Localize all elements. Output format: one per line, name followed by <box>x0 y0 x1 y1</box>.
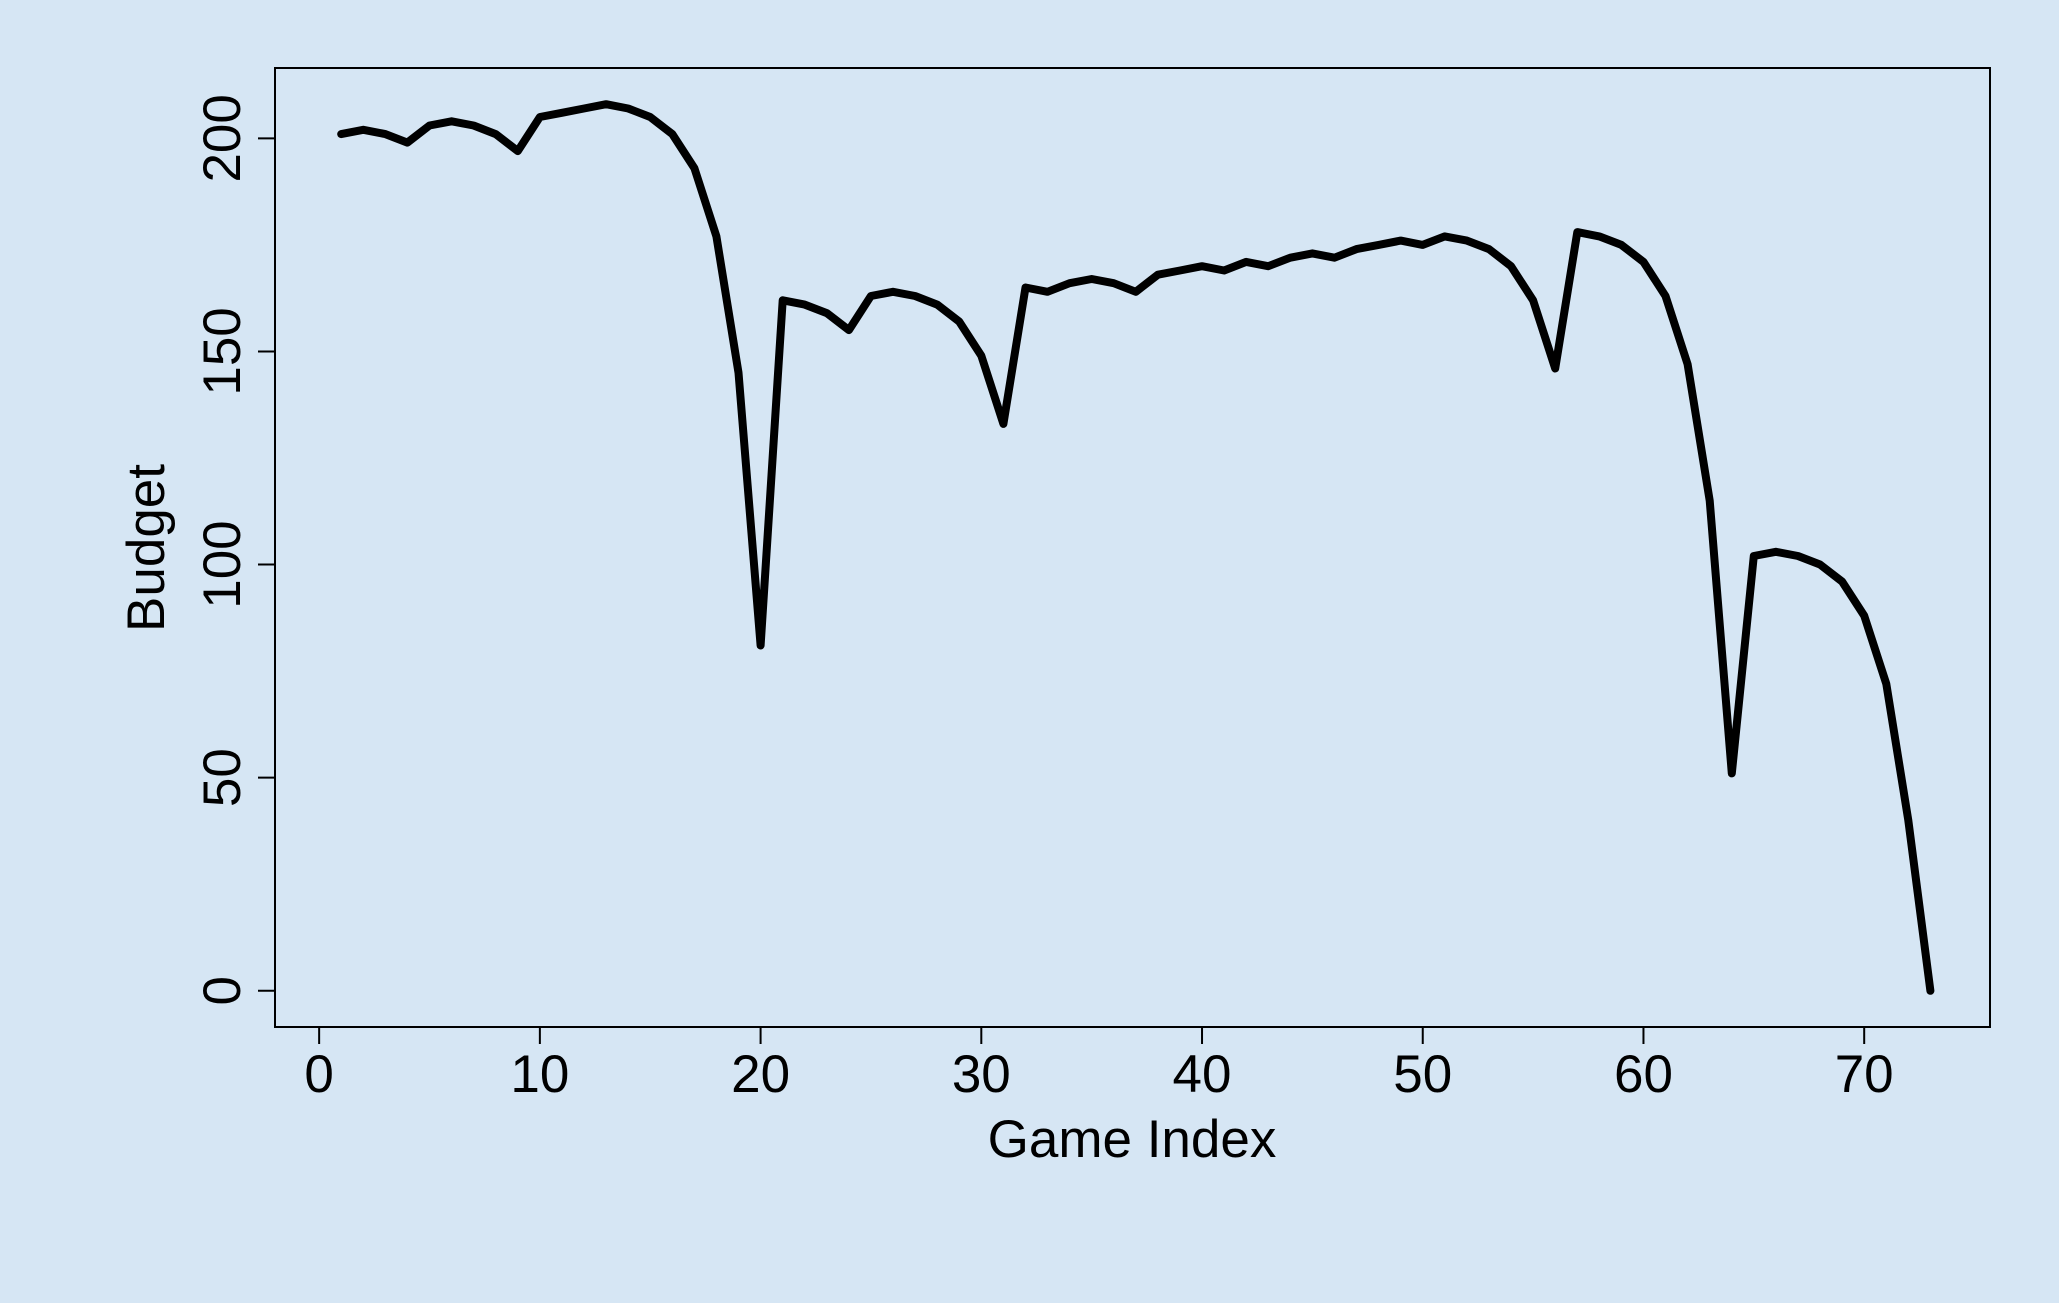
y-tick-label: 100 <box>193 520 252 608</box>
y-tick-label: 150 <box>193 307 252 395</box>
x-tick-label: 20 <box>731 1045 790 1104</box>
x-tick-label: 0 <box>304 1045 333 1104</box>
x-tick-label: 70 <box>1835 1045 1894 1104</box>
budget-series-line <box>337 100 1935 995</box>
x-axis: 0 10 20 30 40 50 60 70 <box>304 1026 1894 1104</box>
x-tick-label: 50 <box>1393 1045 1452 1104</box>
x-axis-label: Game Index <box>988 1110 1277 1169</box>
y-axis: 0 50 100 150 200 <box>193 94 276 1006</box>
y-tick-label: 200 <box>193 94 252 182</box>
x-tick-label: 30 <box>952 1045 1011 1104</box>
y-tick-label: 50 <box>193 748 252 807</box>
plot-area-frame <box>274 67 1991 1028</box>
y-tick-label: 0 <box>193 976 252 1005</box>
x-tick-label: 60 <box>1614 1045 1673 1104</box>
y-axis-label: Budget <box>117 464 176 632</box>
x-tick-label: 10 <box>510 1045 569 1104</box>
x-tick-label: 40 <box>1173 1045 1232 1104</box>
